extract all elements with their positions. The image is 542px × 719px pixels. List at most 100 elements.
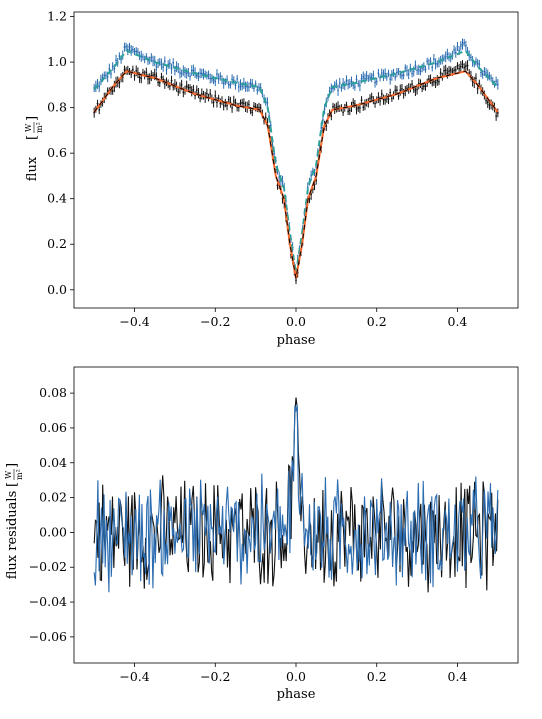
flux-data-point (466, 64, 469, 67)
flux-data-point (444, 55, 447, 58)
flux-y-unit-den: m² (35, 122, 44, 133)
flux-data-point (155, 66, 158, 68)
flux-data-point (137, 51, 139, 54)
flux-data-point (431, 66, 434, 69)
flux-data-point (414, 64, 417, 67)
flux-data-point (162, 78, 165, 81)
flux-data-point (355, 78, 358, 81)
flux-data-point (422, 85, 425, 88)
flux-data-point (216, 73, 218, 76)
flux-data-point (155, 75, 158, 78)
flux-data-point (229, 83, 232, 86)
flux-y-axis-label: flux [ W m² ] (24, 116, 44, 181)
flux-data-point (248, 103, 250, 106)
flux-data-point (485, 99, 487, 102)
flux-data-point (421, 87, 424, 90)
flux-data-point (481, 73, 484, 76)
flux-data-point (397, 95, 400, 97)
flux-data-point (335, 82, 338, 85)
flux-data-point (145, 71, 148, 74)
flux-data-point (227, 98, 230, 101)
residuals-panel: −0.4 −0.2 0.0 0.2 0.4 −0.06 −0.04 −0.02 0.00 0.0… (4, 366, 519, 702)
flux-data-point (486, 101, 489, 104)
flux-data-point (350, 80, 353, 83)
flux-data-point (108, 68, 111, 70)
flux-data-point (320, 126, 323, 129)
flux-data-point (271, 144, 274, 146)
flux-data-point (273, 152, 276, 155)
flux-data-point (353, 103, 356, 105)
flux-data-point (135, 50, 138, 53)
flux-data-point (254, 83, 257, 85)
flux-data-point (359, 84, 361, 87)
flux-data-point (424, 68, 427, 71)
flux-data-point (222, 104, 225, 107)
flux-data-point (330, 115, 333, 117)
flux-data-point (338, 82, 341, 84)
flux-data-point (214, 95, 217, 97)
flux-x-tick-label: 0.0 (286, 314, 306, 329)
flux-data-point (340, 86, 343, 89)
flux-data-point (429, 60, 432, 63)
flux-data-point (345, 104, 348, 107)
flux-data-point (244, 85, 247, 88)
flux-data-point (163, 83, 166, 85)
flux-data-point (404, 67, 407, 69)
flux-data-point (205, 92, 208, 95)
svg-text:[: [ (25, 135, 40, 140)
flux-y-tick-label: 0.6 (47, 145, 67, 160)
svg-text:flux residuals: flux residuals (5, 491, 20, 580)
flux-data-point (348, 82, 351, 85)
flux-data-point (436, 63, 439, 65)
flux-data-point (490, 77, 492, 80)
flux-data-point (217, 77, 220, 80)
flux-data-point (130, 49, 133, 52)
flux-data-point (488, 104, 491, 106)
residuals-y-tick-label: 0.04 (39, 455, 67, 470)
svg-text:flux: flux (25, 156, 40, 181)
flux-data-point (259, 106, 262, 109)
flux-data-point (476, 87, 479, 90)
flux-data-point (269, 124, 272, 127)
flux-data-point (475, 60, 477, 63)
flux-data-point (480, 71, 482, 74)
flux-data-point (172, 61, 175, 64)
flux-data-point (374, 102, 376, 105)
flux-data-point (364, 77, 366, 80)
flux-y-tick-label: 1.2 (47, 9, 67, 24)
flux-data-point (375, 80, 378, 83)
flux-data-point (433, 80, 435, 83)
flux-data-point (232, 100, 235, 102)
flux-data-point (397, 70, 400, 73)
residuals-y-label-text: flux residuals (5, 491, 20, 580)
flux-data-point (200, 72, 203, 75)
flux-data-point (384, 99, 387, 101)
flux-data-point (495, 80, 498, 83)
flux-data-point (249, 82, 252, 85)
flux-data-point (152, 74, 154, 77)
flux-series-layer (93, 38, 499, 285)
residuals-line-black (93, 397, 499, 593)
residuals-x-axis-label: phase (277, 687, 316, 702)
flux-data-point (352, 84, 355, 87)
flux-data-point (158, 81, 161, 84)
flux-data-point (138, 76, 141, 79)
flux-y-unit-num: W (24, 123, 33, 132)
flux-data-point (464, 65, 467, 67)
flux-x-tick-label: −0.4 (119, 314, 149, 329)
flux-data-point (254, 106, 257, 109)
flux-data-point (416, 69, 418, 72)
flux-data-point (495, 115, 498, 117)
flux-data-point (182, 91, 185, 94)
flux-data-point (147, 78, 149, 80)
flux-data-point (407, 73, 410, 76)
flux-data-point (113, 67, 116, 70)
flux-data-point (396, 89, 398, 92)
flux-data-point (347, 110, 350, 113)
flux-data-point (342, 111, 344, 114)
flux-data-point (264, 116, 267, 119)
flux-data-point (390, 97, 393, 100)
flux-data-point (396, 71, 398, 74)
flux-data-point (234, 84, 237, 87)
flux-data-point (209, 92, 212, 95)
